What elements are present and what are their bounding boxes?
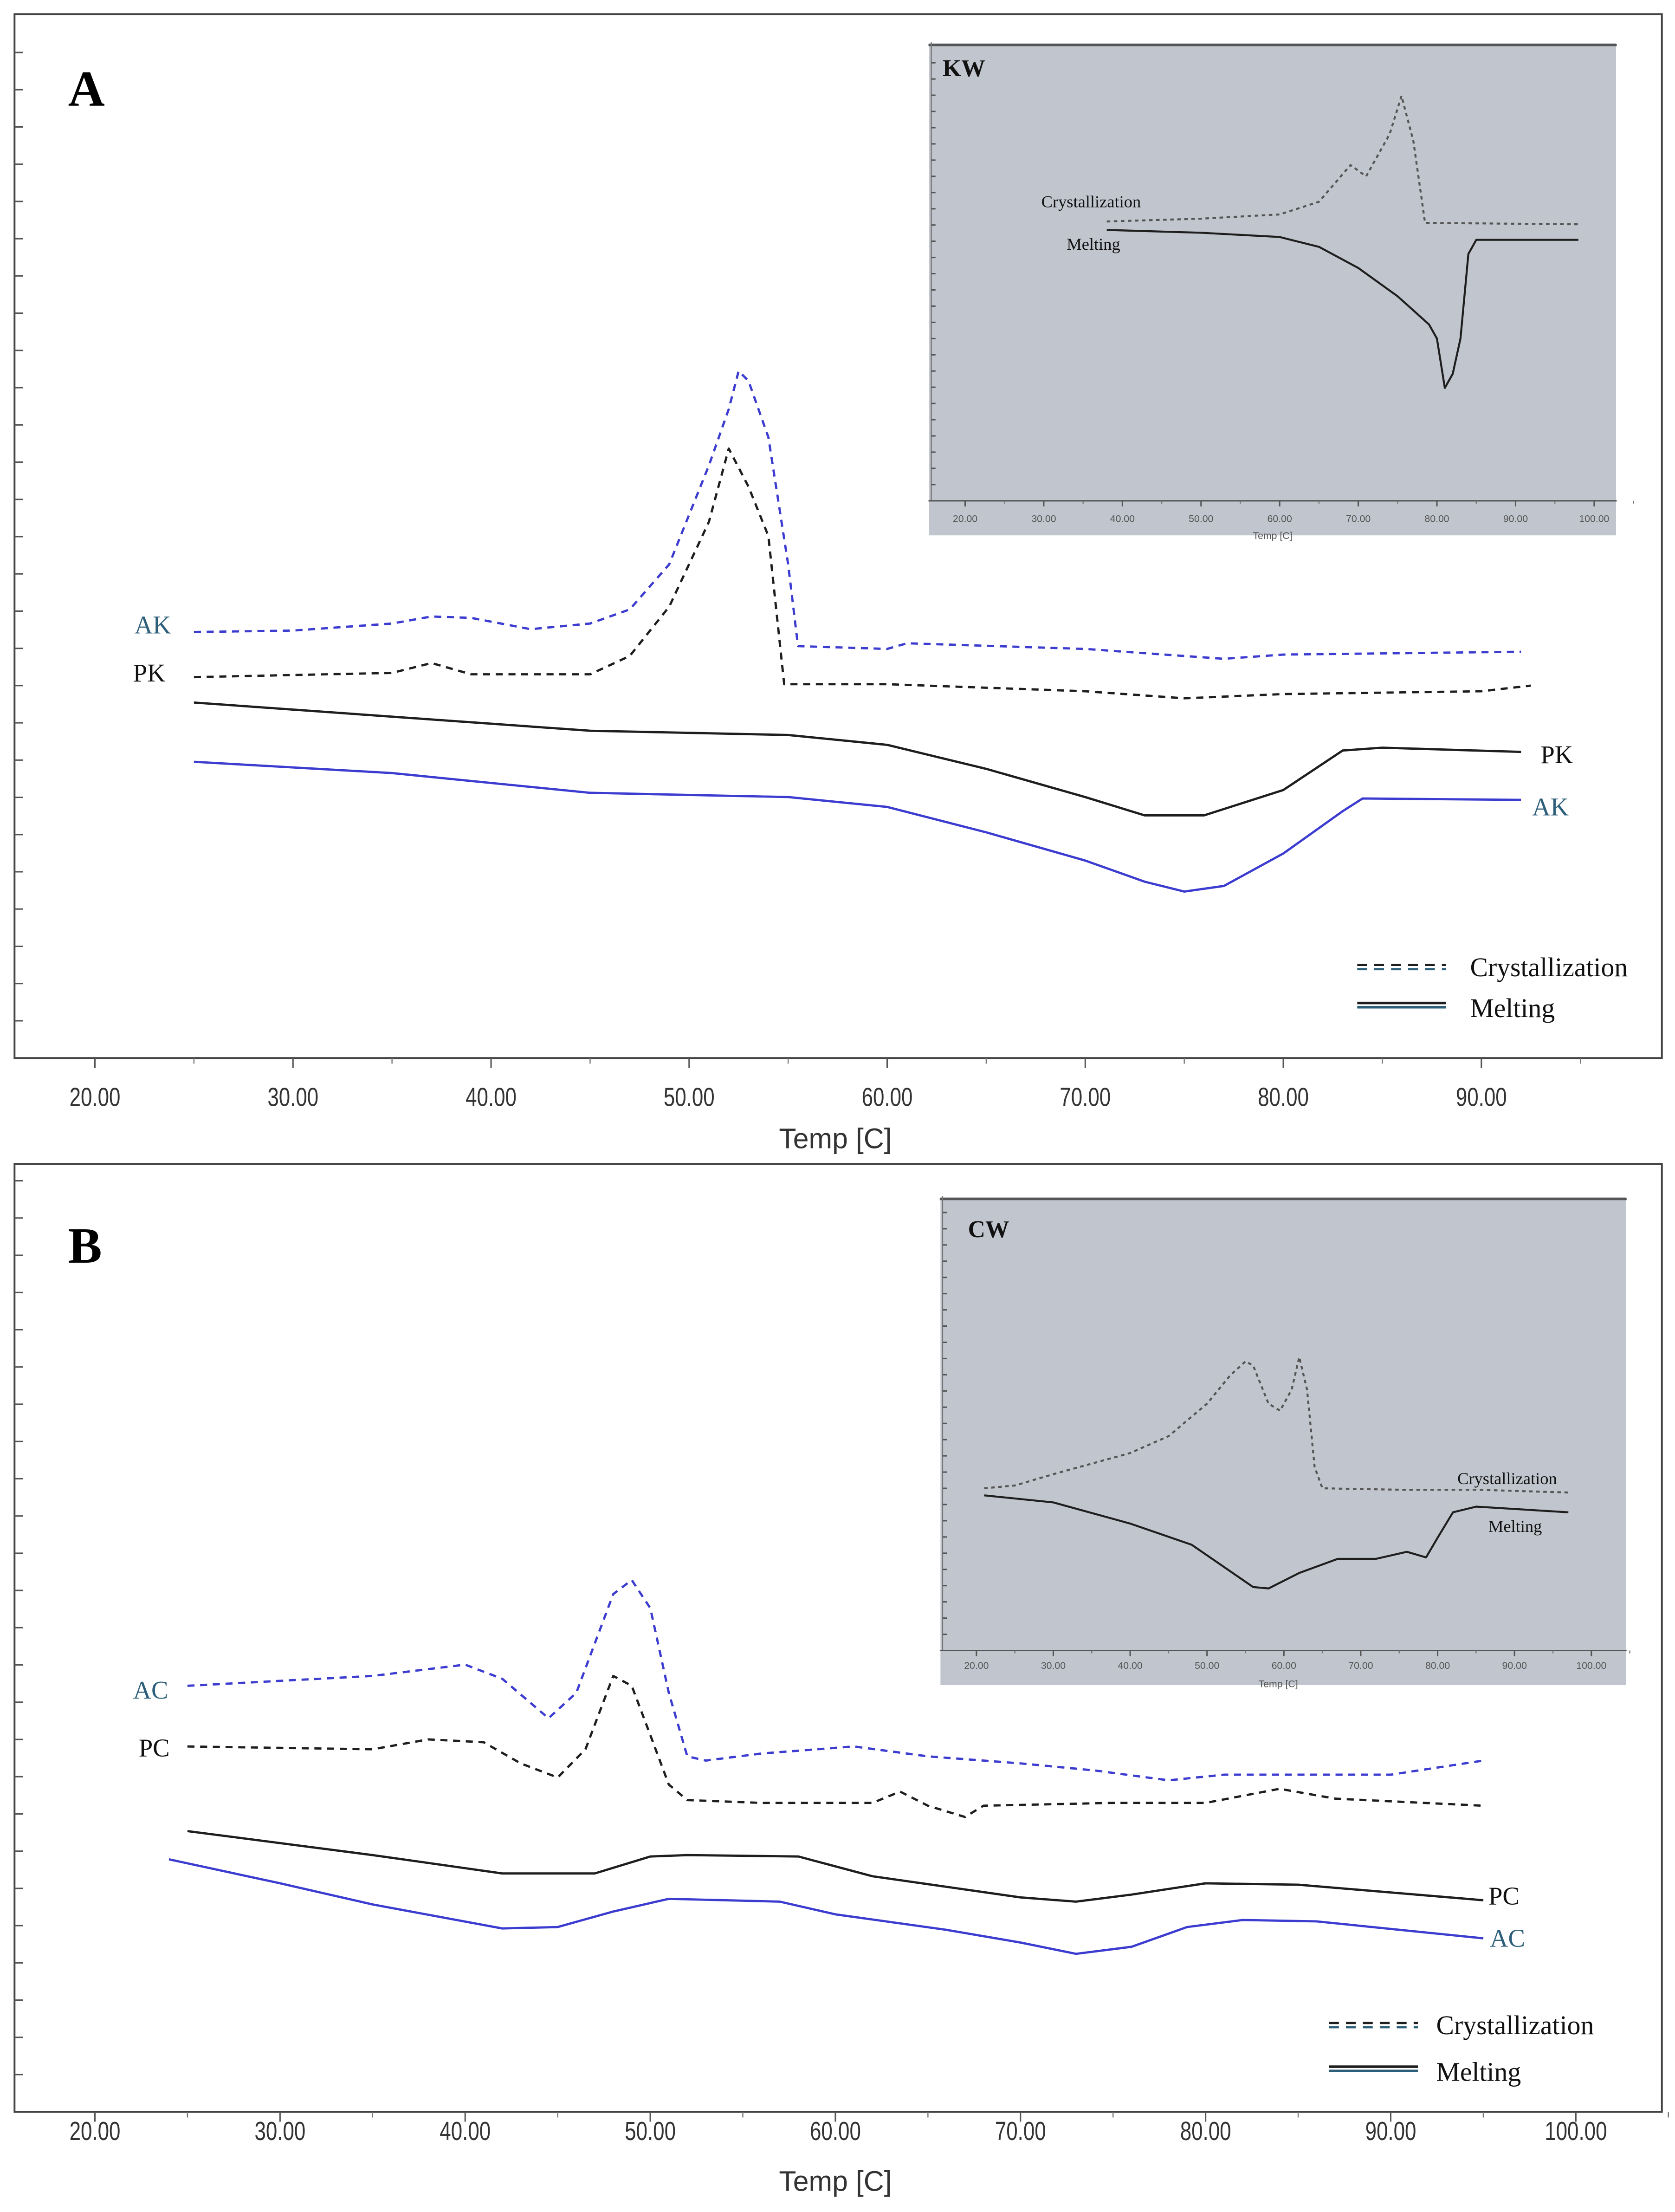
x-tick-label: 90.00 <box>1365 2116 1416 2146</box>
x-tick-label: 20.00 <box>964 1660 989 1671</box>
series-label: AK <box>1532 792 1569 821</box>
series-label: Crystallization <box>1041 193 1141 211</box>
series-pk-crystallization-line <box>194 447 1531 700</box>
x-tick-label: 70.00 <box>995 2116 1046 2146</box>
panel-label: A <box>68 61 105 117</box>
inset-background <box>927 41 1618 537</box>
x-axis-label: Temp [C] <box>779 1123 892 1155</box>
x-tick-label: 50.00 <box>1189 513 1213 524</box>
x-tick-label: 60.00 <box>810 2116 861 2146</box>
panel-label: B <box>68 1218 102 1274</box>
series-label: PK <box>133 659 166 687</box>
x-axis-label: Temp [C] <box>1253 530 1292 541</box>
x-axis-label: Temp [C] <box>1259 1679 1298 1690</box>
x-tick-label: 40.00 <box>440 2116 491 2146</box>
series-label: Crystallization <box>1457 1469 1557 1488</box>
series-label: AC <box>1490 1924 1525 1953</box>
series-label: AK <box>135 610 171 639</box>
legend-crystallization-label: Crystallization <box>1470 953 1628 982</box>
series-label: PK <box>1540 740 1573 769</box>
x-tick-label: 40.00 <box>1110 513 1135 524</box>
series-pc-crystallization-line <box>187 1674 1484 1818</box>
series-ac-crystallization-line <box>187 1579 1484 1782</box>
series-ak-crystallization-line <box>194 370 1521 660</box>
series-crystallization-crystallization-line <box>984 1356 1569 1494</box>
x-tick-label: 80.00 <box>1425 1660 1450 1671</box>
series-label: AC <box>133 1676 168 1704</box>
x-tick-label: 100.00 <box>1579 513 1609 524</box>
x-tick-label: 80.00 <box>1258 1082 1309 1112</box>
series-label: PC <box>1488 1882 1520 1910</box>
series-pk-melting-line <box>194 701 1521 817</box>
x-tick-label: 60.00 <box>862 1082 913 1112</box>
x-tick-label: 30.00 <box>267 1082 318 1112</box>
x-tick-label: 70.00 <box>1346 513 1371 524</box>
series-crystallization-crystallization-line <box>1106 95 1578 226</box>
series-melting-melting-line <box>984 1494 1569 1589</box>
x-tick-label: 100.00 <box>1576 1660 1606 1671</box>
x-tick-label: 20.00 <box>953 513 977 524</box>
x-tick-label: 100.00 <box>1545 2116 1607 2146</box>
series-pc-melting-line <box>187 1830 1484 1903</box>
legend-melting-label: Melting <box>1470 994 1555 1023</box>
series-melting-melting-line <box>1106 229 1578 389</box>
legend-melting-label: Melting <box>1436 2057 1521 2087</box>
x-tick-label: 20.00 <box>70 2116 121 2146</box>
x-tick-label: 20.00 <box>70 1082 121 1112</box>
x-tick-label: 60.00 <box>1272 1660 1296 1671</box>
inset-background <box>939 1195 1628 1687</box>
x-tick-label: 50.00 <box>625 2116 676 2146</box>
x-tick-label: 90.00 <box>1502 1660 1527 1671</box>
chart-a-inset: 20.00 30.00 40.00 50.00 60.00 70.00 80.00 90.00… <box>927 41 1634 541</box>
series-label: Melting <box>1067 235 1120 253</box>
series-label: Melting <box>1488 1517 1542 1536</box>
legend: Crystallization Melting <box>1329 2011 1594 2087</box>
x-tick-label: 70.00 <box>1348 1660 1373 1671</box>
x-tick-label: 30.00 <box>1041 1660 1066 1671</box>
x-tick-label: 90.00 <box>1503 513 1528 524</box>
x-tick-label: 50.00 <box>664 1082 715 1112</box>
x-tick-label: 80.00 <box>1424 513 1449 524</box>
x-axis-label: Temp [C] <box>779 2165 892 2197</box>
chart-b-inset: 20.00 30.00 40.00 50.00 60.00 70.00 80.00 90.00… <box>939 1195 1630 1690</box>
x-tick-label: 30.00 <box>254 2116 305 2146</box>
x-tick-label: 40.00 <box>1118 1660 1142 1671</box>
x-tick-label: 50.00 <box>1195 1660 1219 1671</box>
x-tick-label: 60.00 <box>1268 513 1292 524</box>
x-tick-label: 30.00 <box>1031 513 1056 524</box>
legend-crystallization-label: Crystallization <box>1436 2011 1594 2040</box>
x-tick-label: 40.00 <box>466 1082 517 1112</box>
panel-label: KW <box>943 55 985 82</box>
x-tick-label: 70.00 <box>1060 1082 1111 1112</box>
x-tick-label: 80.00 <box>1180 2116 1231 2146</box>
x-tick-label: 90.00 <box>1456 1082 1507 1112</box>
series-ac-melting-line <box>168 1858 1484 1955</box>
legend: Crystallization Melting <box>1357 953 1628 1023</box>
panel-label: CW <box>968 1216 1009 1243</box>
series-ak-melting-line <box>194 760 1521 893</box>
series-label: PC <box>139 1733 170 1762</box>
